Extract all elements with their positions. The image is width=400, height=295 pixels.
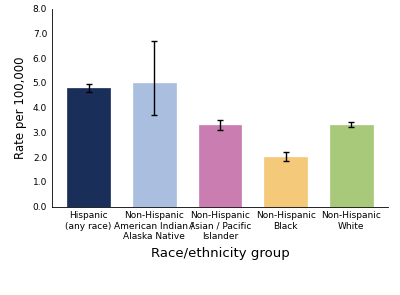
Bar bbox=[67, 88, 110, 206]
Bar bbox=[264, 157, 307, 206]
Bar bbox=[133, 83, 176, 206]
Bar bbox=[199, 125, 241, 206]
Y-axis label: Rate per 100,000: Rate per 100,000 bbox=[14, 56, 27, 159]
X-axis label: Race/ethnicity group: Race/ethnicity group bbox=[151, 247, 289, 260]
Bar bbox=[330, 125, 373, 206]
